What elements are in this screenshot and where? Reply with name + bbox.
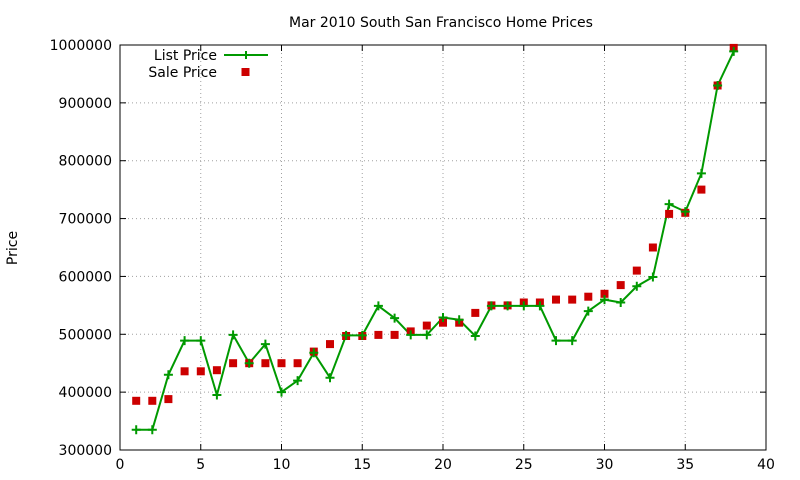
list-price-point bbox=[341, 330, 351, 340]
list-price-line bbox=[136, 50, 735, 431]
list-price-point bbox=[277, 387, 286, 397]
sale-price-point bbox=[212, 366, 221, 375]
sale-price-point bbox=[164, 395, 173, 404]
chart-title: Mar 2010 South San Francisco Home Prices bbox=[289, 15, 593, 31]
legend-entry-sale-price: Sale Price bbox=[148, 65, 250, 81]
list-price-point bbox=[373, 301, 383, 311]
list-price-point bbox=[406, 330, 416, 340]
sale-price-point bbox=[293, 359, 302, 368]
list-price-point bbox=[196, 336, 206, 346]
list-price-point bbox=[648, 272, 658, 282]
sale-price-point bbox=[600, 289, 609, 298]
list-price-point bbox=[535, 301, 545, 311]
x-tick-label: 30 bbox=[596, 457, 614, 473]
legend-label-list-price: List Price bbox=[154, 48, 217, 64]
sale-price-point bbox=[196, 367, 205, 376]
list-price-point bbox=[293, 376, 303, 386]
list-price-point bbox=[486, 301, 496, 311]
sale-price-point bbox=[132, 396, 141, 405]
list-price-point bbox=[180, 336, 190, 346]
y-tick-label: 900000 bbox=[59, 96, 112, 112]
list-price-point bbox=[696, 168, 706, 178]
sale-price-point bbox=[648, 243, 657, 252]
legend: List Price Sale Price bbox=[148, 48, 268, 81]
sale-price-point bbox=[616, 281, 625, 290]
list-price-point bbox=[260, 339, 270, 349]
x-tick-label: 0 bbox=[116, 457, 125, 473]
x-tick-label: 10 bbox=[273, 457, 291, 473]
grid-lines bbox=[120, 45, 766, 450]
list-price-point bbox=[680, 207, 690, 217]
legend-marker-sale-price bbox=[241, 68, 250, 76]
list-price-point bbox=[228, 330, 238, 340]
sale-price-point bbox=[261, 359, 270, 368]
list-price-point bbox=[309, 348, 319, 358]
series-layer bbox=[131, 43, 739, 435]
list-price-point bbox=[616, 298, 626, 307]
sale-price-point bbox=[584, 292, 593, 301]
sale-price-point bbox=[697, 185, 706, 194]
list-price-point bbox=[212, 390, 222, 400]
x-tick-label: 25 bbox=[515, 457, 533, 473]
y-tick-label: 600000 bbox=[59, 269, 112, 285]
sale-price-point bbox=[568, 295, 577, 304]
sale-price-point bbox=[390, 330, 399, 339]
legend-entry-list-price: List Price bbox=[154, 48, 268, 64]
x-tick-label: 20 bbox=[434, 457, 452, 473]
list-price-point bbox=[147, 425, 157, 435]
list-price-point bbox=[664, 199, 674, 209]
list-price-point bbox=[163, 370, 173, 380]
list-price-point bbox=[632, 281, 642, 291]
sale-price-point bbox=[277, 359, 286, 368]
list-price-point bbox=[600, 295, 609, 305]
legend-label-sale-price: Sale Price bbox=[148, 65, 217, 81]
sale-price-point bbox=[374, 330, 383, 339]
list-price-point bbox=[244, 358, 254, 368]
sale-price-point bbox=[326, 340, 334, 349]
y-tick-label: 800000 bbox=[59, 154, 112, 170]
list-price-point bbox=[503, 301, 513, 311]
y-tick-label: 1000000 bbox=[50, 38, 112, 54]
list-price-point bbox=[583, 306, 593, 316]
list-price-point bbox=[519, 301, 529, 311]
sale-price-point bbox=[439, 318, 447, 327]
sale-price-point bbox=[148, 396, 157, 405]
sale-price-point bbox=[665, 209, 674, 218]
list-price-point bbox=[438, 313, 448, 322]
x-tick-label: 35 bbox=[676, 457, 694, 473]
list-price-point bbox=[729, 46, 739, 56]
list-price-point bbox=[390, 313, 400, 323]
list-price-point bbox=[551, 336, 561, 346]
sale-price-point bbox=[422, 321, 431, 330]
y-tick-label: 700000 bbox=[59, 212, 112, 228]
x-tick-label: 40 bbox=[757, 457, 775, 473]
list-price-point bbox=[567, 336, 577, 346]
sale-price-point bbox=[229, 359, 238, 368]
x-tick-label: 15 bbox=[353, 457, 371, 473]
sale-price-point bbox=[471, 308, 480, 317]
sale-price-point bbox=[552, 295, 560, 304]
y-tick-label: 300000 bbox=[59, 443, 112, 459]
x-tick-label: 5 bbox=[196, 457, 205, 473]
sale-price-point bbox=[632, 266, 641, 275]
list-price-point bbox=[470, 331, 480, 341]
y-tick-label: 400000 bbox=[59, 385, 112, 401]
list-price-point bbox=[422, 330, 432, 340]
list-price-point bbox=[325, 373, 335, 383]
y-tick-label: 500000 bbox=[59, 327, 112, 343]
sale-price-point bbox=[180, 367, 189, 376]
list-price-point bbox=[713, 81, 723, 90]
y-axis-label: Price bbox=[5, 231, 21, 265]
legend-marker-list-price bbox=[242, 51, 250, 59]
list-price-point bbox=[357, 330, 367, 340]
list-price-point bbox=[131, 425, 141, 435]
axis-ticks: 0 5 10 15 20 25 30 35 40 300000 400000 500000 600000… bbox=[50, 38, 775, 473]
list-price-point bbox=[454, 315, 464, 325]
